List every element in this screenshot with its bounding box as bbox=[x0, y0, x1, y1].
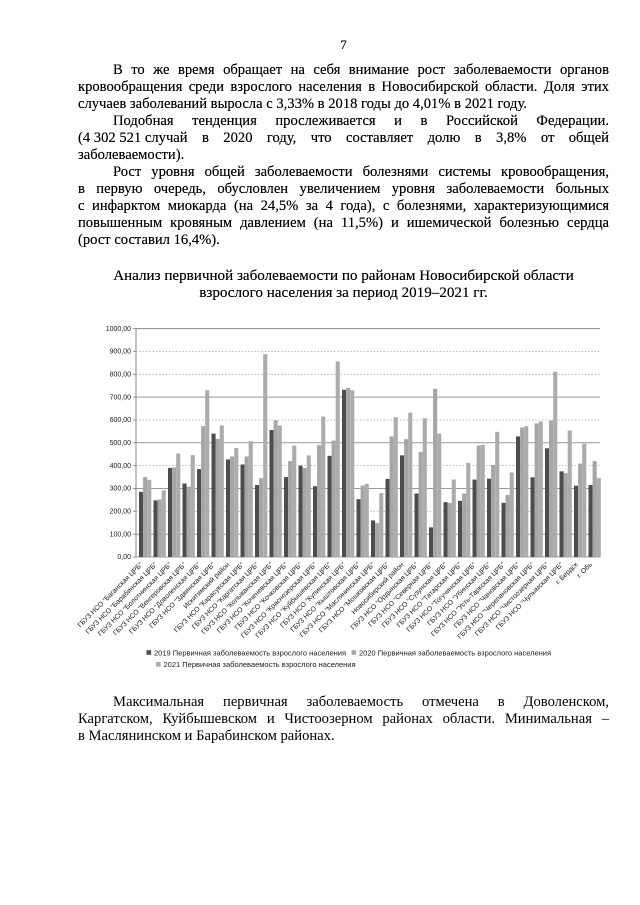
svg-text:700,00: 700,00 bbox=[110, 394, 132, 401]
svg-text:300,00: 300,00 bbox=[110, 486, 132, 493]
svg-text:500,00: 500,00 bbox=[110, 440, 132, 447]
svg-text:800,00: 800,00 bbox=[110, 372, 132, 379]
svg-text:2020 Первичная заболеваемость: 2020 Первичная заболеваемость взрослого … bbox=[359, 648, 551, 657]
svg-text:1000,00: 1000,00 bbox=[106, 326, 131, 333]
svg-text:400,00: 400,00 bbox=[110, 463, 132, 470]
svg-text:100,00: 100,00 bbox=[110, 531, 132, 538]
svg-text:0,00: 0,00 bbox=[117, 554, 131, 561]
svg-text:2019 Первичная заболеваемость: 2019 Первичная заболеваемость взрослого … bbox=[154, 648, 346, 657]
svg-text:г. Обь: г. Обь bbox=[575, 560, 594, 579]
svg-text:600,00: 600,00 bbox=[110, 417, 132, 424]
svg-text:900,00: 900,00 bbox=[110, 349, 132, 356]
svg-text:2021 Первичная заболеваемость: 2021 Первичная заболеваемость взрослого … bbox=[164, 660, 356, 669]
svg-text:200,00: 200,00 bbox=[110, 509, 132, 516]
